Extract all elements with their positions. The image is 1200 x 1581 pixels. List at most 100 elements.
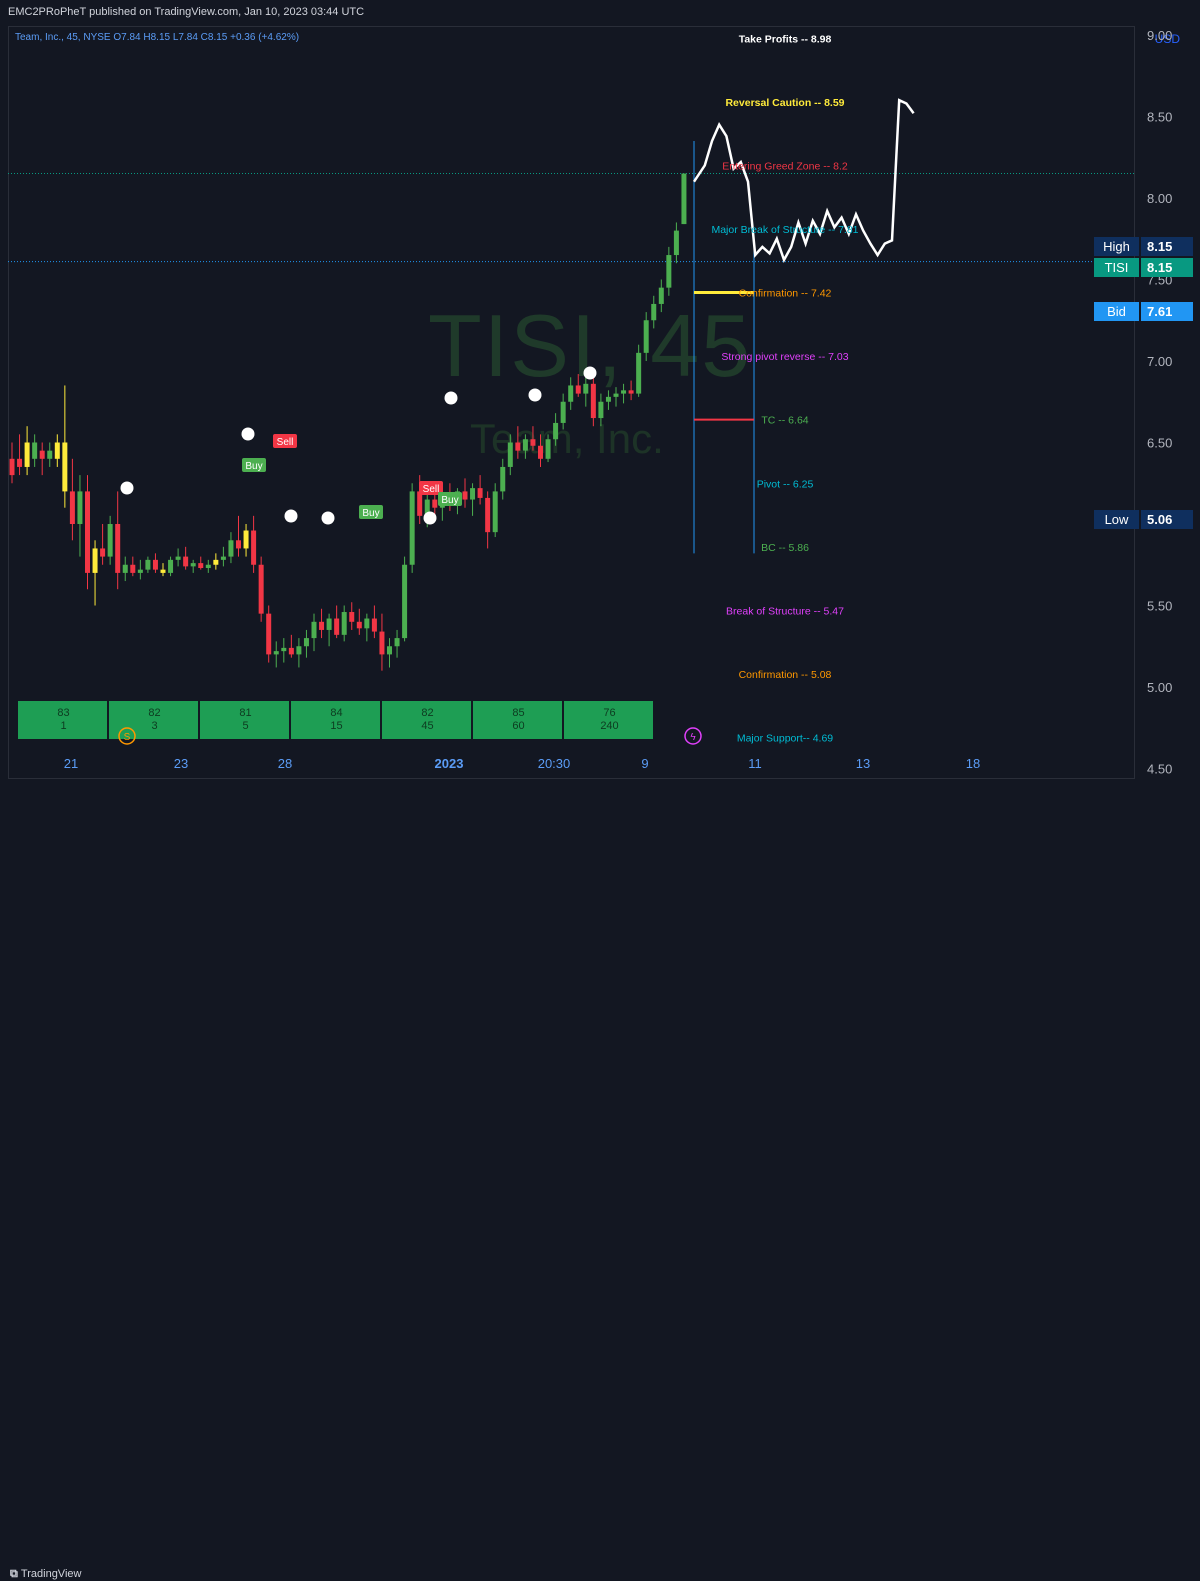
candle-body [621,390,627,394]
candle-body [168,559,174,573]
x-tick-label: 11 [748,756,762,771]
candle-body [77,491,83,524]
signal-label: Sell [423,484,440,495]
level-label: TC -- 6.64 [761,415,808,427]
candle-body [485,497,491,533]
candle-body [100,548,106,557]
pivot-marker [321,511,335,525]
candle-body [560,401,566,423]
candle-body [243,530,249,549]
candle-body [54,442,60,459]
panel-top-value: 84 [330,707,342,719]
level-label: Major Break of Structure -- 7.81 [711,224,858,236]
x-tick-label: 18 [966,756,980,771]
candle-body [334,618,340,635]
session-icon [118,727,136,745]
candle-body [553,422,559,440]
candle-body [575,385,581,394]
candle-body [500,466,506,492]
level-label: Entering Greed Zone -- 8.2 [722,160,848,172]
candle-body [85,491,90,573]
candle-body [319,621,325,630]
candle-body [32,442,38,459]
candle-body [371,618,377,632]
candle-body [636,352,642,394]
panel-bottom-value: 60 [512,720,524,732]
y-tick-label: 8.00 [1147,191,1172,206]
pivot-marker [284,509,298,523]
signal-badge [438,492,462,506]
level-label: Break of Structure -- 5.47 [726,605,844,617]
price-tag-high: High 8.15 [1094,237,1193,256]
currency-label[interactable]: USD [1154,32,1180,46]
y-tick-label: 5.00 [1147,680,1172,695]
candle-body [137,569,143,573]
candle-body [545,439,551,459]
y-tick-label: 5.50 [1147,599,1172,614]
candle-body [39,450,45,459]
panel-box [564,701,653,739]
candle-body [220,556,226,560]
signal-label: Sell [277,437,294,448]
candle-body [24,442,30,467]
chart-frame [8,26,1135,779]
panel-top-value: 82 [421,707,433,719]
top-bar: EMC2PRoPheT published on TradingView.com… [0,0,1200,26]
candle-body [356,621,362,629]
candle-body [183,556,189,567]
level-label: Confirmation -- 5.08 [739,669,832,681]
y-tick-label: 8.50 [1147,110,1172,125]
candle-body [122,564,128,573]
candle-body [583,383,589,394]
level-label: BC -- 5.86 [761,542,809,554]
candle-body [349,612,355,622]
event-icon-glyph: ϟ [690,732,696,743]
y-tick-label: 6.50 [1147,436,1172,451]
panel-box [18,701,107,739]
price-tag-value: 8.15 [1141,237,1193,256]
x-tick-label: 21 [64,756,78,771]
candle-body [62,442,68,492]
candle-body [198,563,204,569]
candle-body [522,439,528,451]
level-label: Take Profits -- 8.98 [739,33,832,45]
candle-body [477,488,483,498]
x-tick-label: 20:30 [538,756,571,771]
candle-body [145,559,151,570]
tradingview-icon: ⧉ [10,1568,21,1580]
event-icon [684,727,702,745]
panel-bottom-value: 3 [151,720,157,732]
session-icon-glyph: S [124,732,131,743]
panel-box [382,701,471,739]
publisher-text: EMC2PRoPheT published on TradingView.com… [8,6,365,18]
tradingview-logo[interactable]: ⧉ TradingView [10,1568,81,1581]
candle-body [666,255,672,288]
price-tag-value: 8.15 [1141,258,1193,277]
candle-body [130,564,136,573]
candle-body [296,646,302,655]
candle-body [266,613,272,655]
candle-body [651,303,657,321]
candle-body [152,559,158,570]
candle-body [17,458,23,467]
candle-body [236,540,241,549]
panel-bottom-value: 15 [330,720,342,732]
pivot-marker [120,481,134,495]
candle-body [9,458,15,476]
candle-body [288,647,294,655]
candle-body [613,393,619,397]
candle-body [69,491,75,524]
candle-body [417,491,423,516]
candle-body [47,450,53,459]
panel-top-value: 76 [603,707,615,719]
level-label: Reversal Caution -- 8.59 [725,97,844,109]
candle-body [538,445,543,459]
candle-body [515,442,521,451]
panel-top-value: 85 [512,707,524,719]
panel-bottom-value: 45 [421,720,433,732]
price-chart[interactable]: 10.5010.009.509.008.508.007.507.006.506.… [0,0,1200,811]
company-watermark: Team, Inc. [470,415,664,462]
panel-top-value: 82 [148,707,160,719]
candle-body [681,173,687,225]
level-label: Strong pivot reverse -- 7.03 [721,351,848,363]
